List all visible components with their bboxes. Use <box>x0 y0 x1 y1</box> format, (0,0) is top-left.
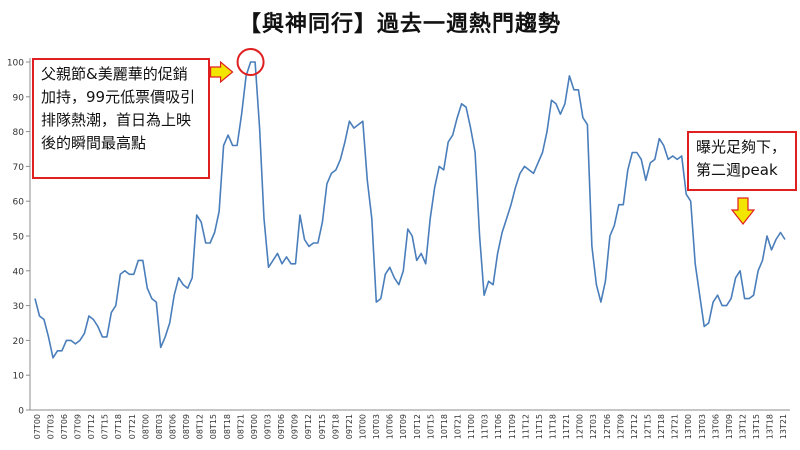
y-tick-label: 30 <box>13 302 25 312</box>
x-tick-label: 10T06 <box>386 414 395 439</box>
x-tick-label: 07T09 <box>74 414 83 439</box>
x-tick-label: 08T12 <box>196 414 205 439</box>
y-tick-label: 60 <box>13 198 25 208</box>
x-tick-label: 09T12 <box>304 414 313 439</box>
y-tick-label: 40 <box>13 267 25 277</box>
x-tick-label: 08T00 <box>141 414 150 439</box>
x-tick-label: 07T21 <box>128 414 137 439</box>
x-tick-label: 12T06 <box>603 414 612 439</box>
y-tick-label: 70 <box>13 163 25 173</box>
x-tick-labels: 07T00 07T03 07T06 07T09 07T12 07T15 07T18 07T21… <box>33 414 788 439</box>
x-tick-label: 12T09 <box>616 414 625 439</box>
chart-title: 【與神同行】過去一週熱門趨勢 <box>238 12 561 37</box>
x-tick-label: 12T18 <box>657 414 666 439</box>
x-tick-label: 08T03 <box>155 414 164 439</box>
x-tick-label: 12T21 <box>671 414 680 439</box>
x-tick-label: 13T06 <box>711 414 720 439</box>
x-tick-label: 13T12 <box>739 414 748 439</box>
x-tick-label: 11T09 <box>508 414 517 439</box>
x-tick-label: 10T18 <box>440 414 449 439</box>
x-tick-label: 09T21 <box>345 414 354 439</box>
x-tick-label: 11T03 <box>481 414 490 439</box>
x-tick-label: 12T00 <box>576 414 585 439</box>
x-tick-label: 11T06 <box>494 414 503 439</box>
x-tick-label: 07T12 <box>87 414 96 439</box>
x-tick-label: 11T12 <box>521 414 530 439</box>
axes <box>29 58 790 411</box>
annotation-1-line-4: 後的瞬間最高點 <box>41 134 147 152</box>
x-tick-label: 08T09 <box>182 414 191 439</box>
y-tick-label: 100 <box>7 59 24 69</box>
y-tick-label: 10 <box>13 372 25 382</box>
x-tick-label: 11T21 <box>562 414 571 439</box>
x-tick-label: 09T15 <box>318 414 327 439</box>
annotation-2-line-2: 第二週peak <box>696 161 778 179</box>
y-tick-label: 20 <box>13 337 25 347</box>
x-tick-label: 10T15 <box>426 414 435 439</box>
annotation-2-line-1: 曝光足夠下， <box>696 138 787 156</box>
x-tick-label: 13T00 <box>684 414 693 439</box>
x-tick-label: 10T12 <box>413 414 422 439</box>
x-tick-label: 08T06 <box>169 414 178 439</box>
y-tick-labels: 0 10 20 30 40 50 60 70 80 90 100 <box>7 59 30 417</box>
peak-highlight-circle <box>236 48 265 76</box>
annotation-peak-1: 父親節&美麗華的促銷 加持，99元低票價吸引 排隊熱潮，首日為上映 後的瞬間最高… <box>32 58 210 179</box>
x-tick-label: 11T18 <box>549 414 558 439</box>
x-tick-label: 07T00 <box>33 414 42 439</box>
x-tick-label: 13T15 <box>752 414 761 439</box>
x-tick-label: 13T09 <box>725 414 734 439</box>
y-tick-label: 50 <box>13 233 25 243</box>
x-tick-label: 07T18 <box>114 414 123 439</box>
x-tick-label: 07T15 <box>101 414 110 439</box>
x-tick-label: 09T18 <box>331 414 340 439</box>
x-tick-label: 12T15 <box>644 414 653 439</box>
annotation-1-line-2: 加持，99元低票價吸引 <box>41 88 196 106</box>
x-tick-label: 12T03 <box>589 414 598 439</box>
series-layer <box>34 61 786 359</box>
x-tick-label: 08T18 <box>223 414 232 439</box>
y-tick-label: 0 <box>18 407 24 417</box>
x-tick-label: 08T15 <box>209 414 218 439</box>
annotation-1-line-3: 排隊熱潮，首日為上映 <box>41 111 192 129</box>
x-tick-label: 07T06 <box>60 414 69 439</box>
x-tick-label: 11T15 <box>535 414 544 439</box>
y-tick-label: 90 <box>13 93 25 103</box>
x-tick-label: 13T21 <box>779 414 788 439</box>
x-tick-label: 10T00 <box>359 414 368 439</box>
arrow-down-icon <box>730 197 756 225</box>
y-tick-label: 80 <box>13 128 25 138</box>
series-line <box>34 61 786 359</box>
x-tick-label: 13T03 <box>698 414 707 439</box>
x-tick-label: 10T03 <box>372 414 381 439</box>
annotation-markers <box>209 48 756 225</box>
x-tick-label: 09T00 <box>250 414 259 439</box>
x-tick-label: 08T21 <box>236 414 245 439</box>
x-tick-label: 09T03 <box>264 414 273 439</box>
x-tick-label: 09T09 <box>291 414 300 439</box>
x-tick-label: 12T12 <box>630 414 639 439</box>
x-tick-label: 09T06 <box>277 414 286 439</box>
x-tick-label: 13T18 <box>766 414 775 439</box>
x-tick-label: 07T03 <box>46 414 55 439</box>
annotation-1-line-1: 父親節&美麗華的促銷 <box>41 65 188 83</box>
arrow-right-icon <box>209 60 234 84</box>
x-tick-label: 11T00 <box>467 414 476 439</box>
annotation-peak-2: 曝光足夠下， 第二週peak <box>687 131 797 191</box>
x-tick-label: 10T21 <box>454 414 463 439</box>
x-tick-label: 10T09 <box>399 414 408 439</box>
